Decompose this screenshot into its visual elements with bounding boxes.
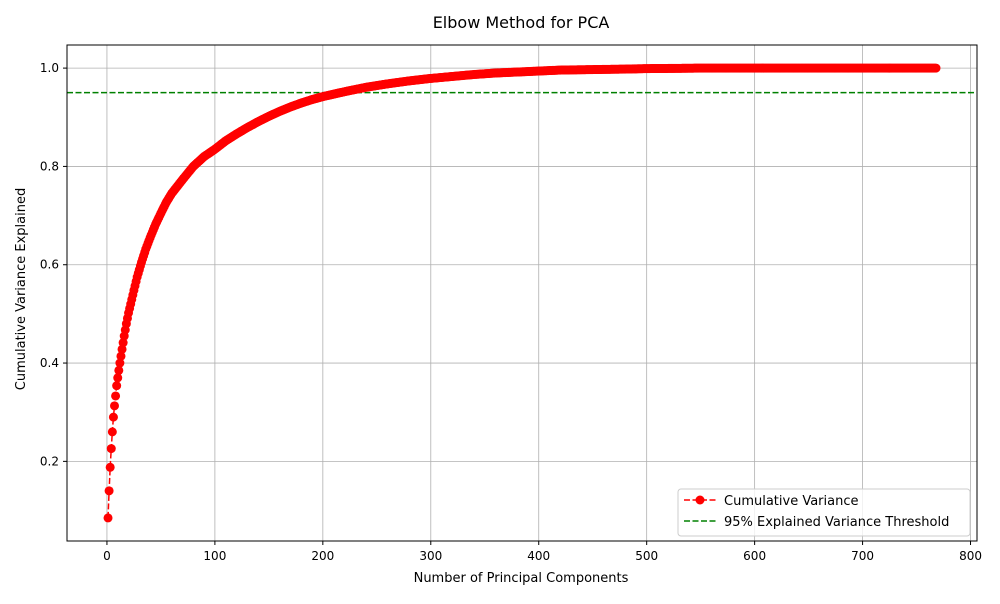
ticks-layer: 0 100 200 300 400 500 600 700 800 0.2 0.4 0.6 0.8 1.0 [40, 61, 982, 563]
x-tick-label: 0 [103, 549, 111, 563]
x-tick-label: 100 [203, 549, 226, 563]
cumulative-variance-point [111, 391, 121, 401]
cumulative-variance-point [105, 462, 115, 472]
y-tick-label: 0.2 [40, 454, 59, 468]
y-tick-label: 0.8 [40, 159, 59, 173]
cumulative-variance-point [931, 63, 941, 73]
x-tick-label: 300 [419, 549, 442, 563]
legend-swatch-cumulative-marker [695, 495, 705, 505]
x-tick-label: 700 [851, 549, 874, 563]
cumulative-variance-point [107, 427, 117, 437]
x-tick-label: 800 [959, 549, 982, 563]
cumulative-variance-point [104, 486, 114, 496]
cumulative-variance-point [116, 351, 126, 361]
x-tick-label: 200 [311, 549, 334, 563]
legend-box [677, 488, 971, 537]
legend-label-cumulative: Cumulative Variance [724, 494, 859, 509]
cumulative-variance-point [118, 338, 128, 348]
cumulative-variance-point [112, 381, 122, 391]
cumulative-variance-point [113, 373, 123, 383]
x-tick-label: 400 [527, 549, 550, 563]
chart-title: Elbow Method for PCA [433, 13, 610, 32]
cumulative-variance-point [117, 344, 127, 354]
plot-frame [66, 44, 978, 542]
x-tick-label: 600 [743, 549, 766, 563]
x-tick-label: 500 [635, 549, 658, 563]
cumulative-variance-point [115, 358, 125, 368]
series-layer [103, 63, 941, 523]
y-tick-label: 0.6 [40, 258, 59, 272]
legend-label-threshold: 95% Explained Variance Threshold [724, 515, 949, 530]
y-tick-label: 1.0 [40, 61, 59, 75]
cumulative-variance-point [103, 513, 113, 523]
y-axis-label: Cumulative Variance Explained [14, 188, 29, 390]
cumulative-variance-point [114, 365, 124, 375]
x-axis-label: Number of Principal Components [414, 571, 629, 586]
legend: Cumulative Variance 95% Explained Varian… [677, 488, 971, 537]
grid-layer [67, 45, 977, 541]
cumulative-variance-point [106, 444, 116, 454]
cumulative-variance-point [110, 401, 119, 411]
cumulative-variance-point [108, 412, 118, 422]
y-tick-label: 0.4 [40, 356, 59, 370]
